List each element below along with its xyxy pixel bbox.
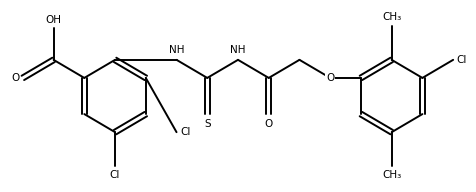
Text: Cl: Cl (110, 170, 120, 180)
Text: OH: OH (46, 15, 61, 25)
Text: Cl: Cl (180, 127, 190, 137)
Text: CH₃: CH₃ (382, 170, 401, 180)
Text: O: O (11, 73, 19, 83)
Text: O: O (326, 73, 334, 83)
Text: CH₃: CH₃ (382, 12, 401, 22)
Text: NH: NH (169, 45, 184, 55)
Text: Cl: Cl (457, 55, 467, 65)
Text: S: S (204, 119, 210, 129)
Text: O: O (265, 119, 273, 129)
Text: NH: NH (230, 45, 246, 55)
